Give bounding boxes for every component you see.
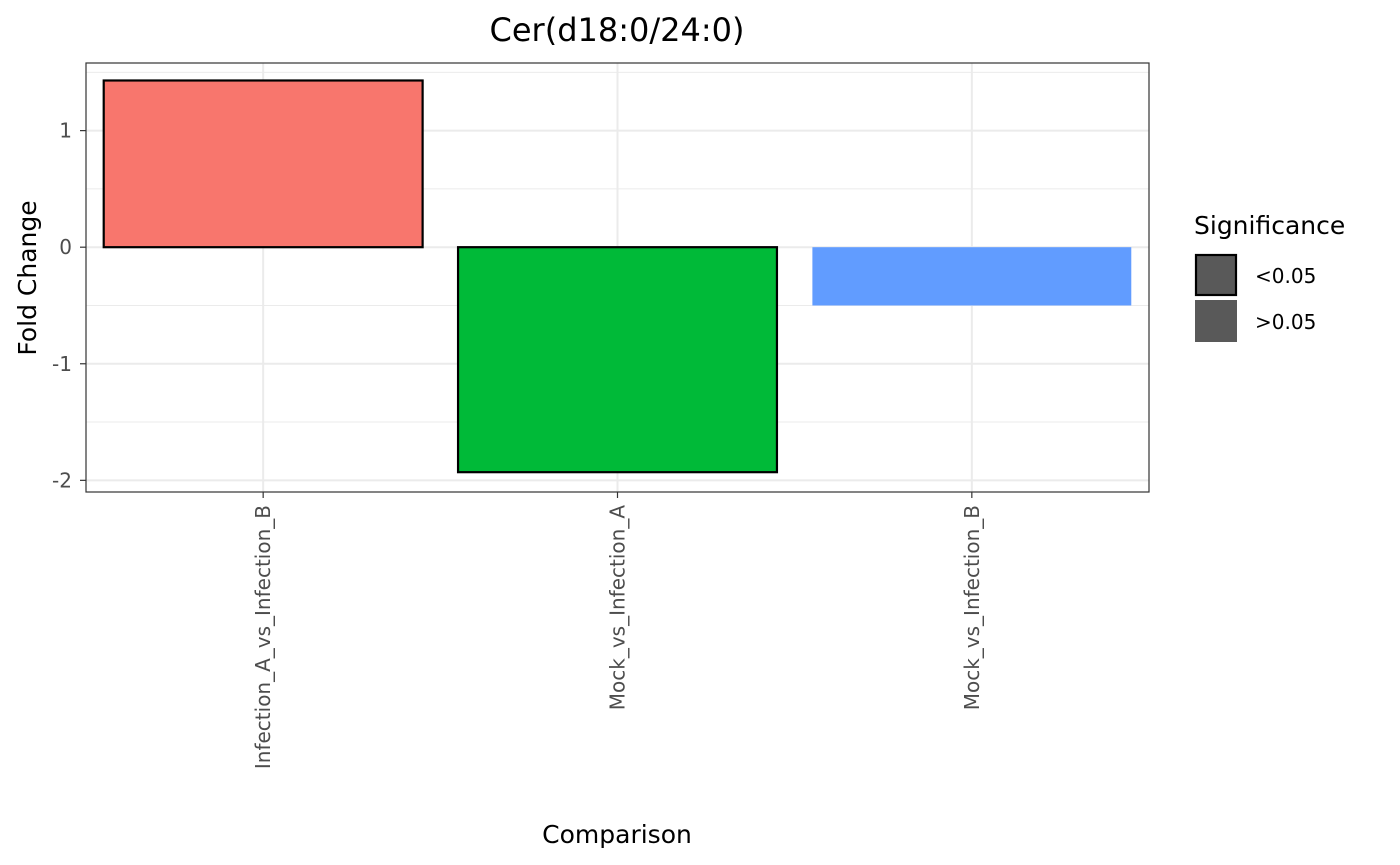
bar-mock-vs-infection-b [812, 247, 1132, 306]
y-tick-label: 1 [59, 119, 72, 143]
bar-infection-a-vs-infection-b [102, 79, 424, 249]
x-tick-label: Infection_A_vs_Infection_B [251, 505, 275, 769]
legend-key [1195, 300, 1237, 342]
bar-mock-vs-infection-a [456, 246, 779, 474]
x-tick-label: Mock_vs_Infection_B [960, 505, 984, 710]
y-tick-label: -1 [52, 352, 72, 376]
y-tick-label: -2 [52, 468, 72, 492]
plot-panel: -2 -1 0 1 Infection_A_vs_Infection_B Mock_vs_… [52, 62, 1150, 769]
y-tick-label: 0 [59, 235, 72, 259]
y-axis-title: Fold Change [13, 200, 42, 355]
legend: Significance <0.05 >0.05 [1194, 211, 1345, 342]
chart-title: Cer(d18:0/24:0) [490, 11, 745, 49]
legend-label: <0.05 [1255, 264, 1316, 288]
legend-label: >0.05 [1255, 310, 1316, 334]
legend-title: Significance [1194, 211, 1345, 240]
legend-key [1194, 253, 1238, 297]
x-axis-title: Comparison [542, 820, 692, 849]
x-tick-label: Mock_vs_Infection_A [606, 505, 630, 711]
